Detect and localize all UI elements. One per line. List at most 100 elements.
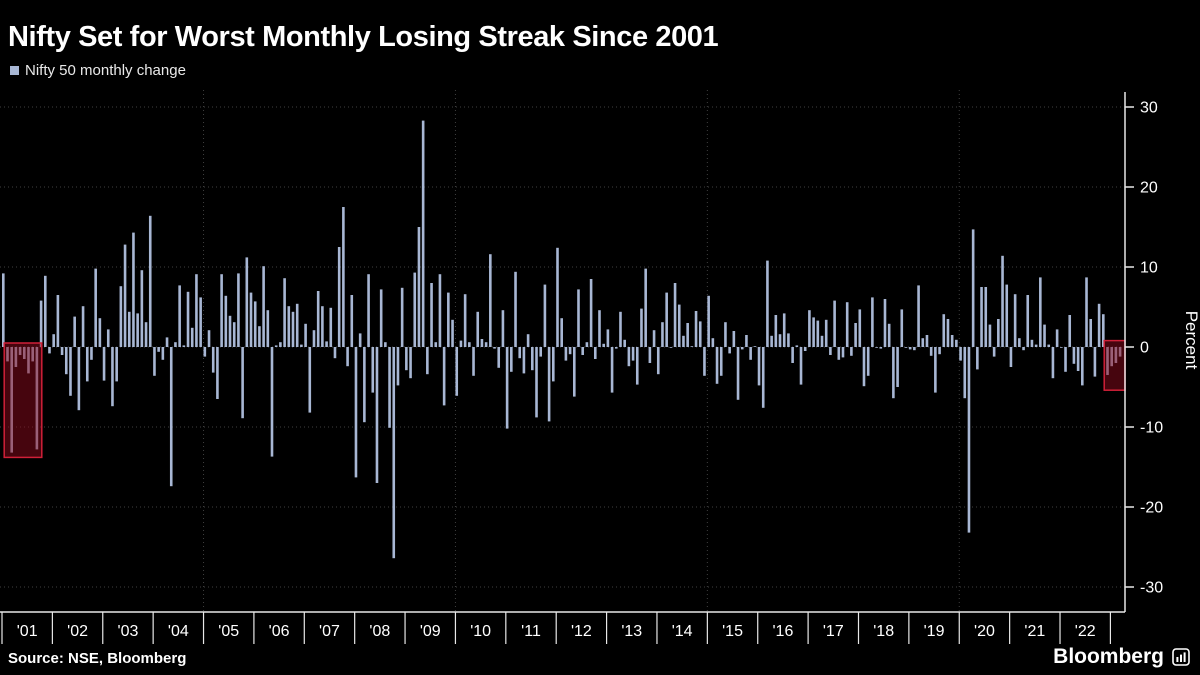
bar	[833, 300, 836, 347]
bar	[1026, 295, 1030, 347]
bar	[921, 338, 925, 347]
bar	[904, 347, 908, 348]
bar	[211, 347, 215, 373]
bar	[749, 347, 752, 360]
bar	[1072, 347, 1076, 364]
bar	[812, 317, 815, 347]
bar	[610, 347, 614, 393]
bar	[1034, 344, 1038, 347]
bar	[342, 207, 345, 347]
bar	[1030, 339, 1034, 347]
bar	[115, 347, 118, 382]
bar	[430, 283, 433, 347]
bar	[816, 320, 820, 347]
bar	[123, 244, 127, 347]
bar	[938, 347, 941, 355]
bar	[690, 346, 694, 347]
bar	[224, 295, 228, 347]
bar	[673, 283, 677, 347]
bar	[900, 309, 904, 347]
bar	[677, 304, 681, 347]
bar	[384, 342, 387, 347]
bar	[875, 347, 878, 348]
bar	[896, 347, 899, 387]
bar	[400, 287, 404, 347]
x-year-label: '17	[823, 623, 844, 640]
bar	[39, 300, 43, 347]
bar	[1081, 347, 1084, 386]
bar	[593, 347, 597, 359]
bar	[279, 342, 282, 347]
y-tick-label: -20	[1140, 500, 1163, 517]
bar	[421, 120, 425, 347]
bar	[552, 347, 555, 382]
bar	[258, 326, 261, 347]
y-tick-label: -30	[1140, 580, 1163, 597]
bar	[291, 311, 295, 347]
bar	[854, 323, 857, 347]
bar	[1022, 347, 1025, 351]
bar	[476, 311, 480, 347]
x-year-label: '11	[521, 623, 541, 640]
x-year-label: '12	[571, 623, 592, 640]
bar	[442, 347, 446, 406]
bar	[127, 311, 131, 347]
bar	[1097, 303, 1101, 347]
bar	[354, 347, 358, 478]
x-year-label: '10	[470, 623, 491, 640]
bar	[405, 347, 408, 371]
bar	[757, 347, 761, 386]
bar	[207, 330, 211, 347]
bar	[304, 323, 307, 347]
bar	[556, 247, 559, 347]
x-year-label: '16	[772, 623, 793, 640]
bar	[850, 347, 853, 356]
bar	[459, 340, 463, 347]
bar	[417, 227, 421, 347]
highlight-box	[1103, 339, 1126, 391]
bar	[161, 347, 165, 360]
bar	[766, 260, 769, 347]
bar	[321, 306, 324, 347]
bar	[325, 341, 328, 347]
y-tick-label: 20	[1140, 180, 1158, 197]
x-year-label: '04	[168, 623, 189, 640]
bar	[585, 342, 589, 347]
bar	[984, 287, 988, 347]
bar	[950, 335, 954, 347]
bar	[337, 247, 341, 347]
bar	[778, 334, 782, 347]
bar	[892, 347, 895, 399]
bar	[736, 347, 740, 400]
bar	[81, 306, 85, 347]
bar	[316, 291, 320, 347]
bar	[665, 292, 668, 347]
bar	[52, 334, 55, 347]
bar	[220, 274, 223, 347]
bar	[472, 347, 475, 376]
bar	[1047, 344, 1051, 347]
bar	[753, 346, 757, 347]
bar	[312, 330, 316, 347]
bar	[980, 287, 983, 347]
bar	[820, 335, 824, 347]
bar	[1009, 347, 1013, 367]
bar	[644, 268, 647, 347]
bar	[866, 347, 870, 376]
bar	[94, 268, 97, 347]
bar-chart: Percent 30 20 10 0 -10 -20 -30 '01 '02 '03 '04 '05 '…	[0, 90, 1200, 644]
bar	[497, 347, 501, 368]
bar	[745, 335, 748, 347]
bar	[1068, 315, 1072, 347]
x-year-label: '07	[319, 623, 340, 640]
bar	[1018, 338, 1021, 347]
bar	[178, 285, 181, 347]
bar	[829, 347, 832, 355]
y-tick-label: 30	[1140, 100, 1158, 117]
bar	[56, 295, 60, 347]
bar	[879, 347, 883, 349]
bar	[997, 319, 1000, 347]
bar	[560, 318, 563, 347]
bar	[787, 333, 790, 347]
